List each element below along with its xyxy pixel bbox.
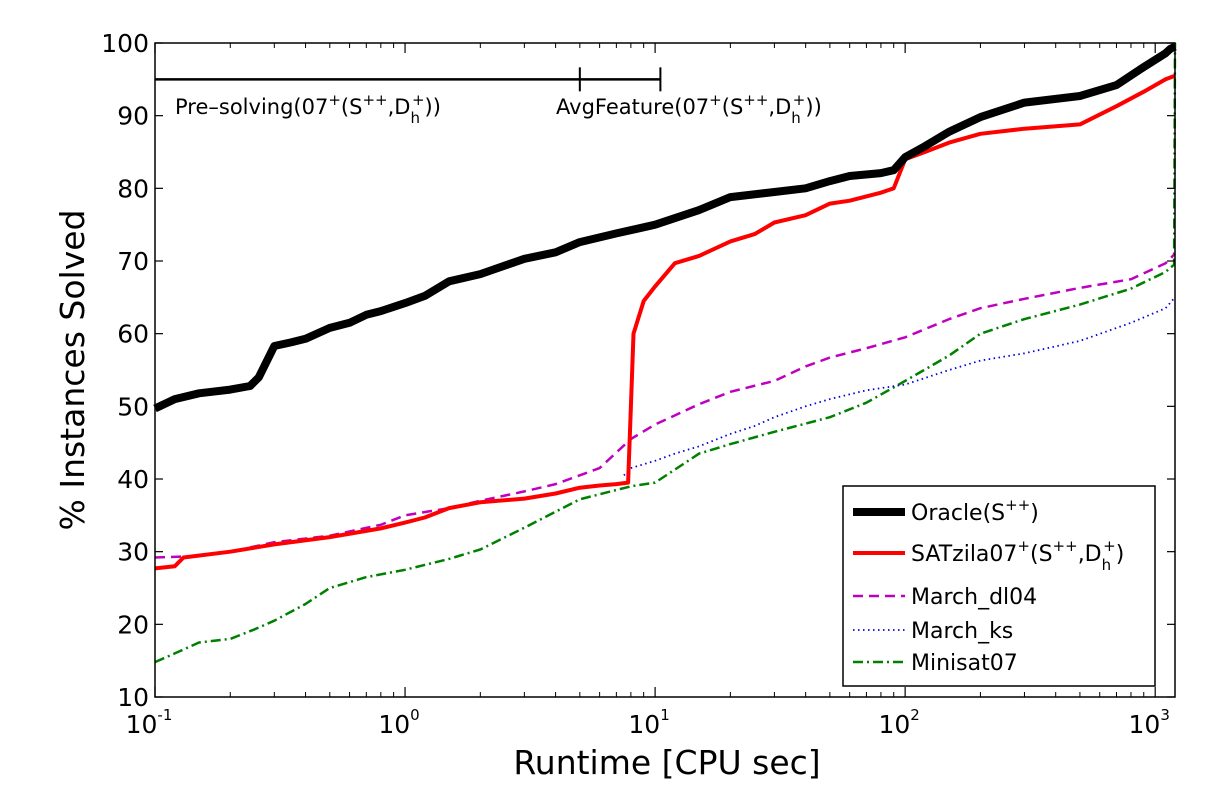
y-tick-label: 20 [117,610,149,639]
series-line-3 [623,296,1176,477]
x-tick-label: 103 [1129,706,1170,739]
x-tick-label: 100 [378,706,419,739]
x-tick-label: 102 [878,706,919,739]
legend-label-march-ks: March_ks [911,619,1013,644]
y-tick-label: 30 [117,538,149,567]
plot-frame [154,42,1176,698]
y-tick-label: 40 [117,465,149,494]
presolving-label: Pre–solving(07+(S++,Dh+)) [175,91,441,127]
y-axis-label: % Instances Solved [53,210,92,531]
x-tick-label: 101 [628,706,669,739]
series-layer [153,42,1177,664]
y-tick-label: 100 [101,29,149,58]
x-tick-label: 10-1 [126,706,173,739]
series-line-0 [153,42,1177,413]
y-tick-label: 80 [117,174,149,203]
avgfeature-label: AvgFeature(07+(S++,Dh+)) [556,91,822,127]
legend-label-satzilla: SATzila07+(S++,Dh+) [911,537,1124,574]
ticks-layer: 10 20 30 40 50 60 70 80 90 100 10-1 100 101 102 103 [101,29,1175,739]
annotation-layer: Pre–solving(07+(S++,Dh+)) AvgFeature(07+… [155,67,822,127]
y-tick-label: 50 [117,392,149,421]
y-tick-label: 10 [117,683,149,712]
legend-label-oracle: Oracle(S++) [911,496,1039,526]
x-axis-label: Runtime [CPU sec] [513,743,820,782]
series-line-1 [154,73,1176,571]
legend-box [842,485,1156,687]
y-tick-label: 70 [117,247,149,276]
y-tick-label: 90 [117,102,149,131]
series-line-2 [154,252,1176,559]
y-tick-label: 60 [117,320,149,349]
series-line-4 [154,42,1177,664]
legend-label-minisat: Minisat07 [911,651,1018,676]
legend: Oracle(S++) SATzila07+(S++,Dh+) March_dl… [842,485,1156,687]
legend-label-march-dl04: March_dl04 [911,585,1037,610]
